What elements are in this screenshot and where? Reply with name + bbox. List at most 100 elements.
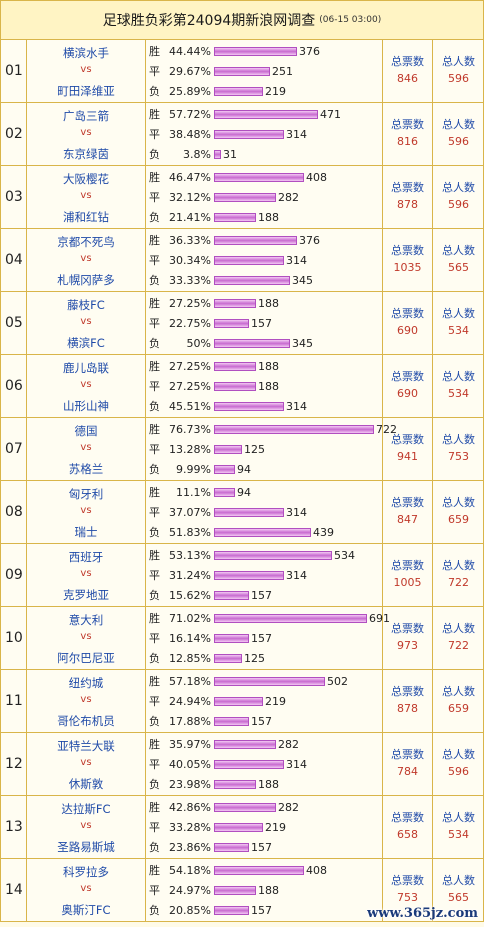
away-team-link[interactable]: 山形山神 [63,399,109,413]
match-number: 14 [1,859,27,921]
total-people-label: 总人数 [442,244,475,257]
draw-percent: 24.94% [169,694,211,708]
total-votes-cell: 总票数 878 [383,670,433,732]
lose-bar [214,905,249,915]
match-number: 11 [1,670,27,732]
lose-vote-line: 负 15.62% 157 [149,587,272,603]
vs-label: vs [80,757,92,768]
lose-vote-line: 负 20.85% 157 [149,902,272,918]
vote-bars: 胜 36.33% 376 平 30.34% 314 负 33.33% 345 [146,229,383,291]
home-team-link[interactable]: 纽约城 [68,676,104,690]
lose-label: 负 [149,778,160,791]
total-votes-cell: 总票数 941 [383,418,433,480]
total-people-label: 总人数 [442,307,475,320]
home-team-link[interactable]: 横滨水手 [63,46,109,60]
match-teams: 纽约城 vs 哥伦布机员 [27,670,146,732]
lose-count: 157 [251,840,272,854]
vote-bars: 胜 11.1% 94 平 37.07% 314 负 51.83% 439 [146,481,383,543]
match-number: 05 [1,292,27,354]
total-people-cell: 总人数 722 [433,544,484,606]
win-label: 胜 [149,234,160,247]
win-count: 471 [320,107,341,121]
away-team-link[interactable]: 哥伦布机员 [57,714,115,728]
draw-vote-line: 平 24.97% 188 [149,882,279,898]
win-bar [214,424,374,434]
win-label: 胜 [149,486,160,499]
match-number: 10 [1,607,27,669]
away-team-link[interactable]: 克罗地亚 [63,588,109,602]
vote-bars: 胜 27.25% 188 平 22.75% 157 负 50% 345 [146,292,383,354]
win-bar [214,46,297,56]
table-row: 02 广岛三箭 vs 东京绿茵 胜 57.72% 471 平 38.48% 314 负 3.8% 31 总… [0,103,484,166]
away-team-link[interactable]: 苏格兰 [68,462,104,476]
home-team-link[interactable]: 亚特兰大联 [57,739,115,753]
away-team-link[interactable]: 瑞士 [74,525,98,539]
home-team-link[interactable]: 达拉斯FC [61,802,111,816]
draw-count: 188 [258,883,279,897]
win-vote-line: 胜 44.44% 376 [149,43,320,59]
match-teams: 科罗拉多 vs 奥斯汀FC [27,859,146,921]
total-people-value: 722 [448,576,469,589]
win-count: 502 [327,674,348,688]
away-team-link[interactable]: 奥斯汀FC [61,903,111,917]
table-row: 04 京都不死鸟 vs 札幌冈萨多 胜 36.33% 376 平 30.34% 314 负 33.33… [0,229,484,292]
home-team-link[interactable]: 科罗拉多 [63,865,109,879]
lose-vote-line: 负 12.85% 125 [149,650,265,666]
total-people-value: 534 [448,387,469,400]
win-count: 94 [237,485,251,499]
match-teams: 匈牙利 vs 瑞士 [27,481,146,543]
draw-count: 188 [258,379,279,393]
win-label: 胜 [149,801,160,814]
away-team-link[interactable]: 浦和红钻 [63,210,109,224]
table-row: 11 纽约城 vs 哥伦布机员 胜 57.18% 502 平 24.94% 219 负 17.88% 1… [0,670,484,733]
match-number: 08 [1,481,27,543]
total-votes-label: 总票数 [391,811,424,824]
lose-label: 负 [149,526,160,539]
win-bar [214,235,297,245]
lose-bar [214,464,235,474]
total-votes-label: 总票数 [391,118,424,131]
lose-bar [214,842,249,852]
home-team-link[interactable]: 德国 [74,424,98,438]
win-label: 胜 [149,297,160,310]
lose-percent: 33.33% [169,273,211,287]
vs-label: vs [80,316,92,327]
win-label: 胜 [149,423,160,436]
draw-vote-line: 平 32.12% 282 [149,189,299,205]
home-team-link[interactable]: 大阪樱花 [63,172,109,186]
home-team-link[interactable]: 西班牙 [68,550,104,564]
vote-bars: 胜 27.25% 188 平 27.25% 188 负 45.51% 314 [146,355,383,417]
lose-count: 219 [265,84,286,98]
draw-percent: 37.07% [169,505,211,519]
home-team-link[interactable]: 藤枝FC [67,298,105,312]
away-team-link[interactable]: 圣路易斯城 [57,840,115,854]
away-team-link[interactable]: 町田泽维亚 [57,84,115,98]
home-team-link[interactable]: 鹿儿岛联 [63,361,109,375]
total-votes-cell: 总票数 816 [383,103,433,165]
win-bar [214,109,318,119]
draw-vote-line: 平 29.67% 251 [149,63,293,79]
away-team-link[interactable]: 札幌冈萨多 [57,273,115,287]
home-team-link[interactable]: 京都不死鸟 [57,235,115,249]
lose-percent: 20.85% [169,903,211,917]
lose-bar [214,527,311,537]
home-team-link[interactable]: 广岛三箭 [63,109,109,123]
away-team-link[interactable]: 东京绿茵 [63,147,109,161]
away-team-link[interactable]: 横滨FC [67,336,105,350]
draw-percent: 40.05% [169,757,211,771]
home-team-link[interactable]: 匈牙利 [68,487,104,501]
total-votes-cell: 总票数 973 [383,607,433,669]
home-team-link[interactable]: 意大利 [68,613,104,627]
table-row: 08 匈牙利 vs 瑞士 胜 11.1% 94 平 37.07% 314 负 51.83% 439 总票数… [0,481,484,544]
vote-bars: 胜 57.72% 471 平 38.48% 314 负 3.8% 31 [146,103,383,165]
win-label: 胜 [149,738,160,751]
away-team-link[interactable]: 休斯敦 [68,777,104,791]
draw-vote-line: 平 31.24% 314 [149,567,307,583]
total-people-value: 722 [448,639,469,652]
away-team-link[interactable]: 阿尔巴尼亚 [57,651,115,665]
draw-count: 314 [286,757,307,771]
total-votes-value: 973 [397,639,418,652]
draw-label: 平 [149,191,160,204]
total-people-cell: 总人数 565 [433,859,484,921]
